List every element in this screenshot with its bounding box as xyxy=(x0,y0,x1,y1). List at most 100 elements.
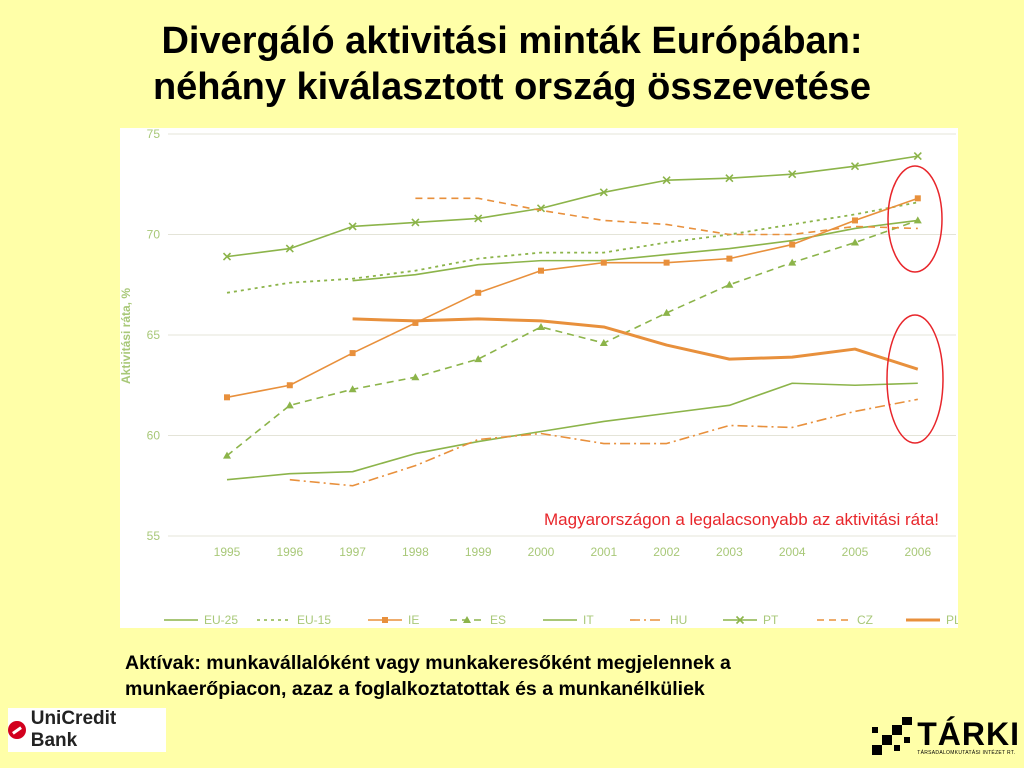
y-tick-label: 65 xyxy=(147,328,161,342)
series-line-pt xyxy=(226,155,918,258)
data-point-pt xyxy=(662,176,671,185)
legend-label: EU-25 xyxy=(204,613,238,627)
data-point-pt xyxy=(788,170,797,179)
data-point-pt xyxy=(411,218,420,227)
unicredit-mark-icon xyxy=(8,721,26,739)
y-axis-label: Aktivitási ráta, % xyxy=(120,288,133,384)
legend-item-hu: HU xyxy=(630,613,687,627)
data-point-es xyxy=(474,355,483,363)
legend-marker xyxy=(463,616,471,623)
data-point-es xyxy=(913,216,922,224)
x-tick-label: 2003 xyxy=(716,545,743,559)
x-tick-label: 1996 xyxy=(276,545,303,559)
data-point-ie xyxy=(789,241,796,248)
series-line-it xyxy=(226,382,918,481)
data-point-es xyxy=(851,238,859,246)
data-point-es xyxy=(788,258,797,266)
series-eu-25 xyxy=(352,219,918,282)
data-point-pt xyxy=(348,222,357,231)
legend-label: ES xyxy=(490,613,506,627)
legend-marker xyxy=(735,615,745,625)
x-tick-label: 1999 xyxy=(465,545,492,559)
x-tick-label: 1998 xyxy=(402,545,429,559)
data-point-pt xyxy=(474,214,483,223)
line-chart: 55 60 65 70 75 1995 1996 1997 1998 1999 2000 2001 20… xyxy=(120,128,958,627)
data-point-pt xyxy=(222,252,232,261)
legend-item-ie: IE xyxy=(368,613,419,627)
data-point-ie xyxy=(286,382,293,389)
series-pt xyxy=(222,152,922,261)
note-line-1: Aktívak: munkavállalóként vagy munkakere… xyxy=(125,652,731,674)
data-point-es xyxy=(223,451,231,459)
grid-layer: 55 60 65 70 75 1995 1996 1997 1998 1999 2000 2001 20… xyxy=(147,128,956,559)
data-point-ie xyxy=(726,255,733,262)
data-point-ie xyxy=(914,195,921,202)
slide-title: Divergáló aktivitási minták Európában: n… xyxy=(0,18,1024,110)
legend-item-eu-15: EU-15 xyxy=(257,613,331,627)
x-tick-label: 2001 xyxy=(590,545,617,559)
series-line-hu xyxy=(289,398,918,487)
x-tick-label: 2005 xyxy=(842,545,869,559)
legend-item-pl: PL xyxy=(906,613,958,627)
data-point-pt xyxy=(913,152,922,161)
legend-item-cz: CZ xyxy=(817,613,873,627)
data-point-es xyxy=(725,280,734,288)
data-point-pt xyxy=(285,244,294,253)
legend-item-pt: PT xyxy=(723,613,779,627)
data-point-pt xyxy=(725,174,734,183)
x-tick-label: 2000 xyxy=(528,545,555,559)
data-point-ie xyxy=(412,319,419,326)
data-point-ie xyxy=(475,289,482,296)
data-point-es xyxy=(662,308,671,316)
note-line-2: munkaerőpiacon, azaz a foglalkoztatottak… xyxy=(125,678,705,700)
highlight-ellipse-bottom xyxy=(886,314,944,444)
series-line-ie xyxy=(226,197,919,399)
title-line-1: Divergáló aktivitási minták Európában: xyxy=(161,20,863,62)
tarki-logo-text: TÁRKI xyxy=(917,716,1020,752)
data-point-ie xyxy=(224,394,230,401)
series-line-cz xyxy=(415,197,918,236)
highlight-ellipse-top xyxy=(887,165,943,273)
legend-item-eu-25: EU-25 xyxy=(164,613,238,627)
data-point-es xyxy=(599,339,608,347)
unicredit-logo-text: UniCredit Bank xyxy=(30,708,117,751)
legend: EU-25 EU-15 IE ES IT HU PT CZ PL xyxy=(164,613,958,627)
series-line-es xyxy=(226,219,919,457)
legend-label: HU xyxy=(670,613,687,627)
series-es xyxy=(223,216,922,459)
data-point-es xyxy=(348,385,357,393)
chart-panel: 55 60 65 70 75 1995 1996 1997 1998 1999 2000 2001 20… xyxy=(120,128,958,628)
series-it xyxy=(226,382,918,481)
legend-label: EU-15 xyxy=(297,613,331,627)
series-cz xyxy=(415,197,918,236)
unicredit-logo: UniCredit Bank xyxy=(8,708,166,752)
series-line-eu-25 xyxy=(352,219,918,282)
data-point-pt xyxy=(850,162,860,171)
legend-label: PT xyxy=(763,613,779,627)
legend-label: IE xyxy=(408,613,419,627)
legend-label: CZ xyxy=(857,613,873,627)
tarki-logo: TÁRKI TÁRSADALOMKUTATÁSI INTÉZET RT. xyxy=(872,712,1020,762)
x-tick-label: 2002 xyxy=(653,545,680,559)
series-hu xyxy=(289,398,918,487)
x-tick-label: 1995 xyxy=(214,545,241,559)
y-tick-label: 55 xyxy=(147,529,161,543)
x-tick-label: 2006 xyxy=(904,545,931,559)
data-point-es xyxy=(537,322,545,330)
highlight-layer xyxy=(886,165,944,444)
legend-label: PL xyxy=(946,613,958,627)
data-point-es xyxy=(285,401,294,409)
data-point-ie xyxy=(349,350,356,357)
legend-item-es: ES xyxy=(450,613,506,627)
data-point-ie xyxy=(663,259,670,266)
tarki-steps-icon xyxy=(872,717,912,757)
definition-note: Aktívak: munkavállalóként vagy munkakere… xyxy=(125,650,1005,702)
tarki-logo-subtext: TÁRSADALOMKUTATÁSI INTÉZET RT. xyxy=(917,750,1016,756)
annotation-text: Magyarországon a legalacsonyabb az aktiv… xyxy=(544,510,939,529)
legend-item-it: IT xyxy=(543,613,594,627)
data-point-ie xyxy=(538,267,544,274)
data-point-ie xyxy=(600,259,607,266)
title-line-2: néhány kiválasztott ország összevetése xyxy=(152,66,872,108)
y-tick-label: 70 xyxy=(147,228,161,242)
y-tick-label: 60 xyxy=(147,429,161,443)
